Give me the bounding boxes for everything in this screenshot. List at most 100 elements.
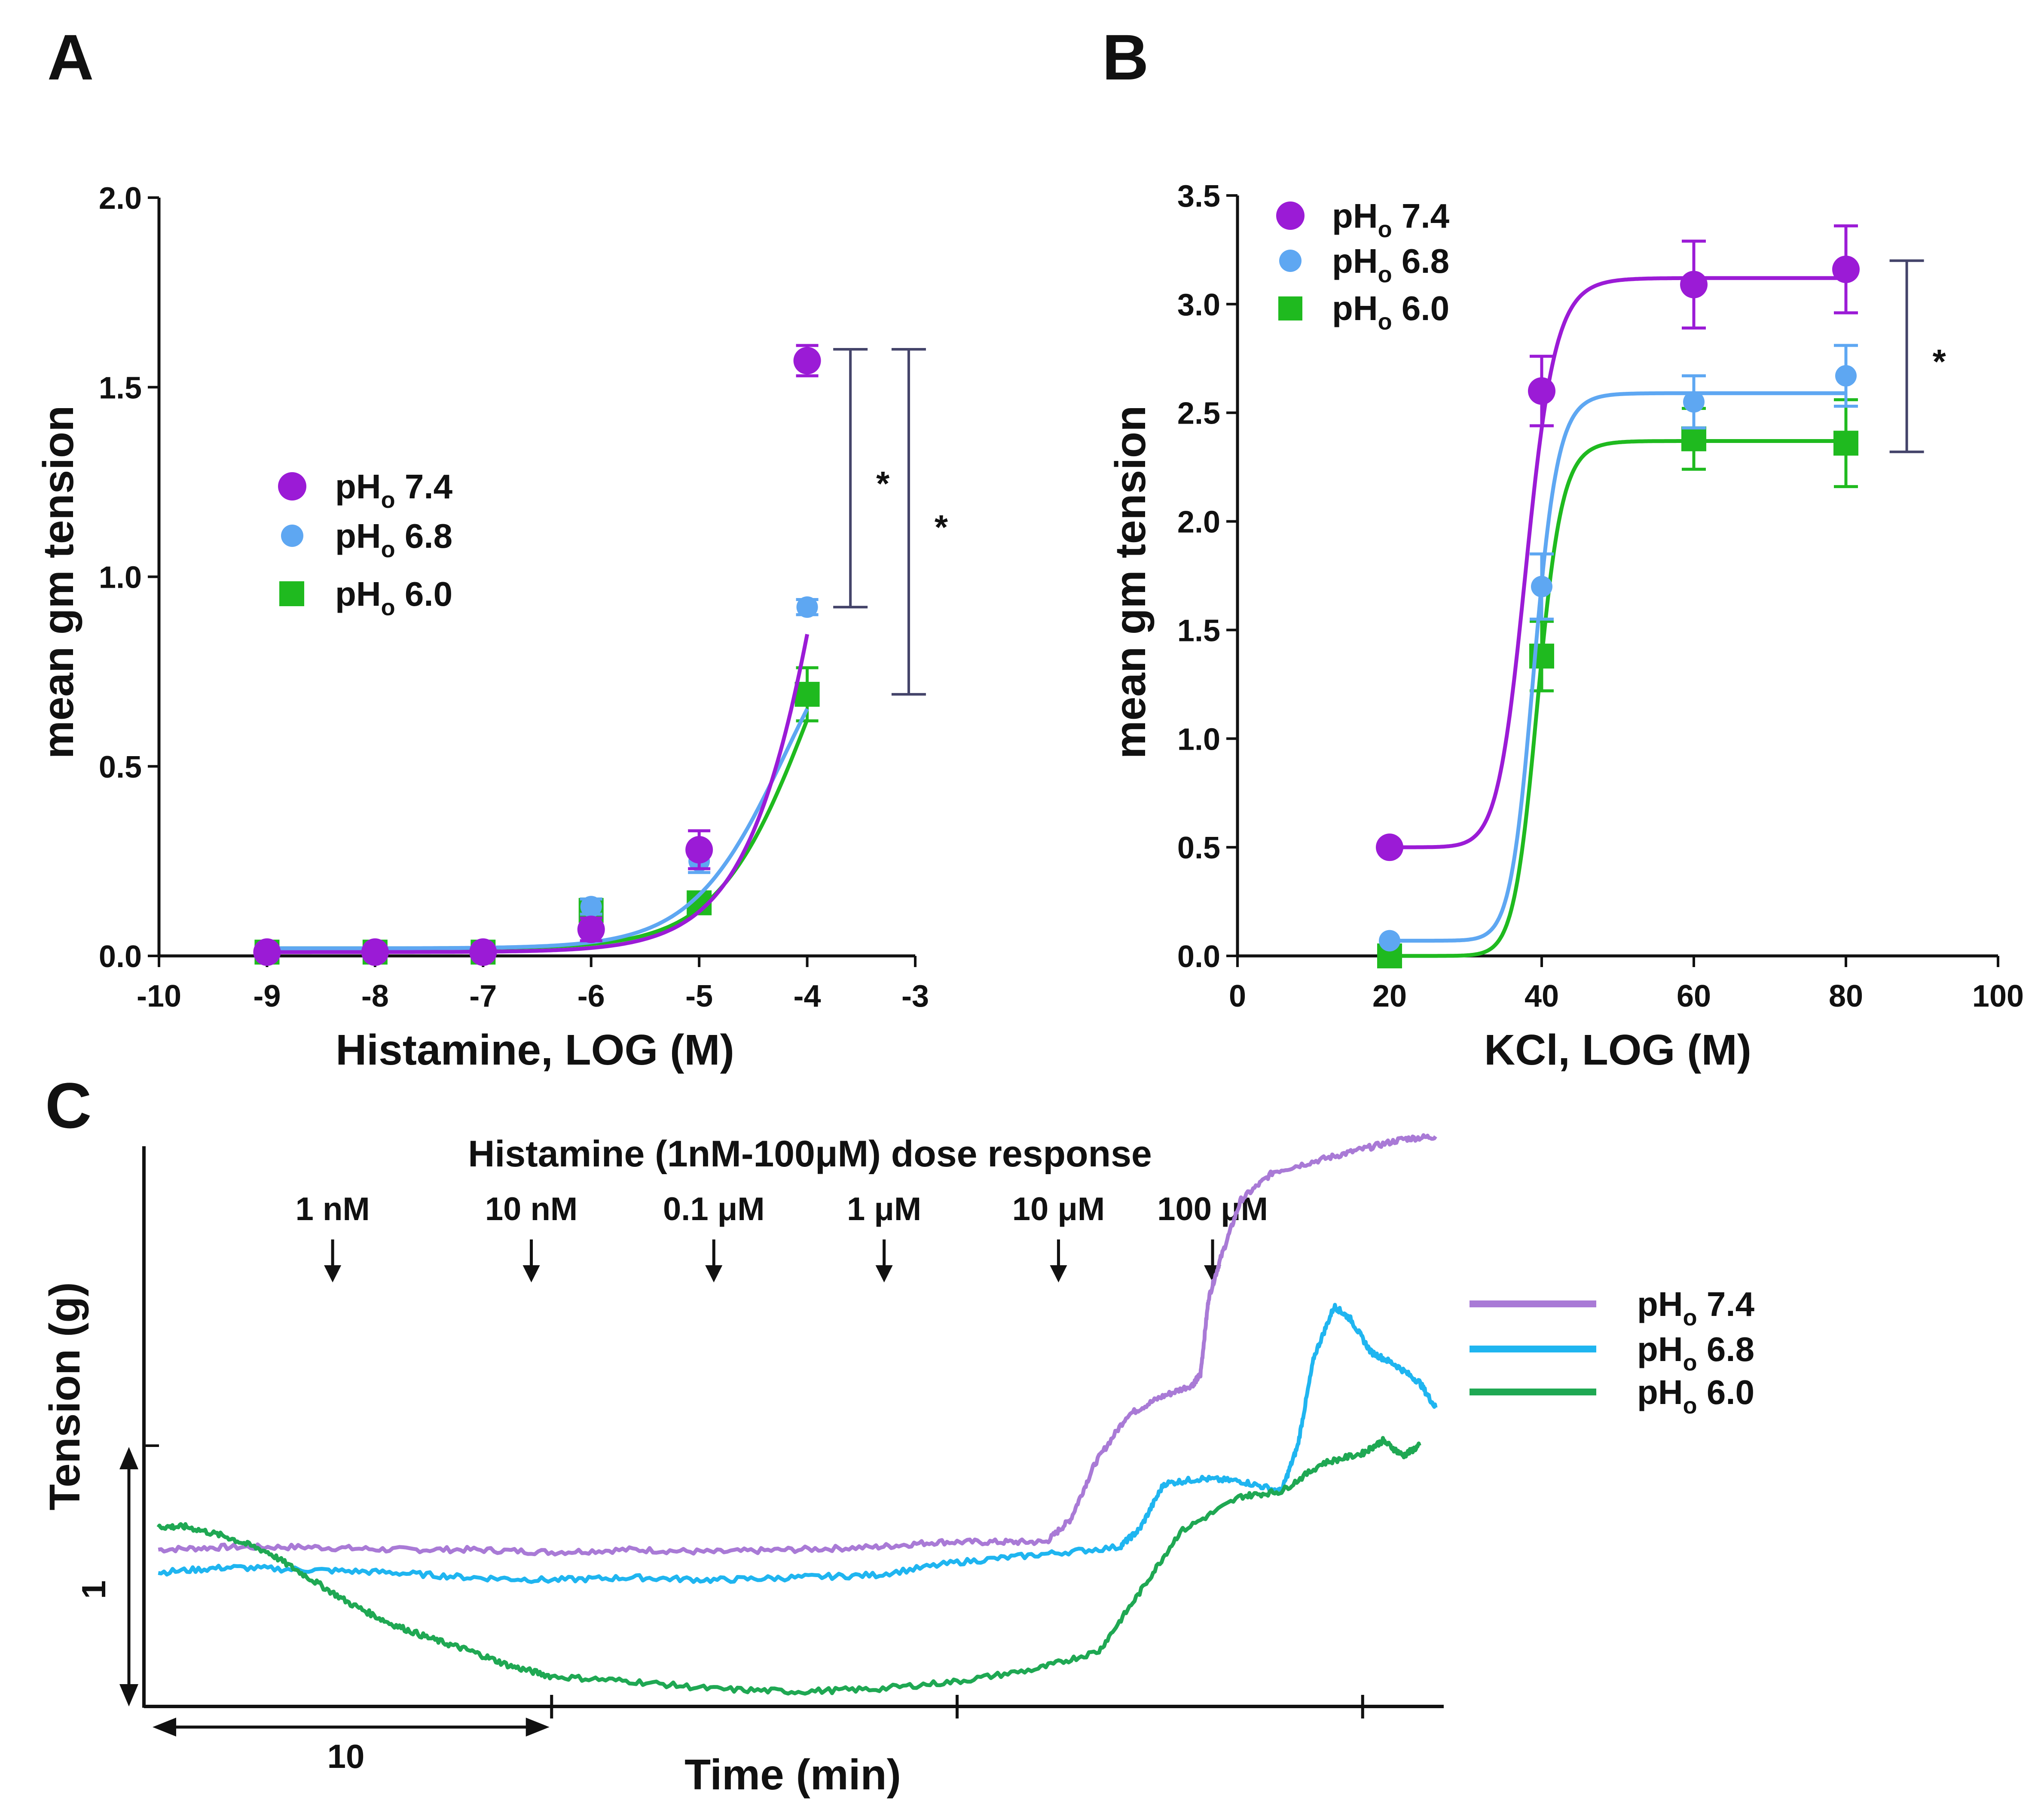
- chart-a-ylabel: mean gm tension: [34, 406, 82, 759]
- chart-a-y-tick-label: 0.5: [99, 750, 142, 784]
- dose-arrow-head: [875, 1265, 893, 1282]
- chart-a-fit-line: [267, 719, 809, 950]
- chart-c: Histamine (1nM-100μM) dose response Time…: [41, 1133, 1755, 1799]
- chart-b-point: [1528, 377, 1555, 405]
- chart-a-legend-marker: [279, 581, 304, 606]
- chart-a-point: [253, 938, 281, 966]
- chart-b-point: [1833, 430, 1858, 456]
- chart-b-legend-label: pHo 6.0: [1332, 289, 1449, 335]
- chart-b-x-tick-label: 100: [1972, 979, 2024, 1013]
- chart-a-fit-line: [267, 708, 809, 950]
- chart-b-xlabel: KCl, LOG (M): [1484, 1026, 1751, 1074]
- chart-b-point: [1832, 255, 1860, 283]
- chart-b-x-tick-label: 20: [1372, 979, 1407, 1013]
- scale-bar-x-label: 10: [327, 1737, 365, 1775]
- chart-a: Histamine, LOG (M) mean gm tension -10 -9…: [34, 181, 948, 1074]
- panel-c-label: C: [45, 1069, 92, 1142]
- chart-b-fit-line: [1390, 439, 1846, 958]
- chart-a-x-tick-label: -8: [361, 979, 389, 1013]
- dose-label: 1 μM: [847, 1191, 921, 1227]
- chart-b-point: [1680, 271, 1708, 299]
- chart-a-point: [361, 938, 389, 966]
- chart-a-fit-line: [267, 634, 810, 954]
- chart-c-trace-line: [156, 1436, 1421, 1696]
- chart-a-point: [796, 596, 818, 618]
- dose-arrow-head: [324, 1265, 342, 1282]
- chart-b-legend-marker: [1278, 296, 1302, 320]
- chart-a-x-tick-label: -9: [253, 979, 281, 1013]
- chart-c-legend-label: pHo 7.4: [1637, 1285, 1755, 1331]
- chart-b-y-tick-label: 0.0: [1177, 940, 1220, 974]
- chart-a-legend-marker: [278, 472, 306, 501]
- chart-a-y-tick-label: 1.5: [99, 371, 142, 405]
- chart-a-x-tick-label: -3: [901, 979, 929, 1013]
- chart-c-trace-line: [158, 1133, 1437, 1557]
- chart-c-xlabel: Time (min): [684, 1751, 901, 1799]
- chart-b-legend-marker: [1279, 250, 1302, 272]
- scale-bar-x-arrow-left: [153, 1718, 176, 1737]
- chart-b-point: [1531, 576, 1552, 598]
- panel-b-label: B: [1102, 21, 1149, 93]
- chart-a-x-tick-label: -10: [137, 979, 181, 1013]
- chart-a-legend-label: pHo 6.0: [335, 575, 452, 620]
- chart-b-point: [1835, 365, 1857, 387]
- chart-c-trace-line: [158, 1303, 1438, 1584]
- chart-a-x-tick-label: -7: [469, 979, 497, 1013]
- chart-b-y-tick-label: 3.0: [1177, 288, 1220, 322]
- chart-c-ylabel: Tension (g): [41, 1282, 89, 1510]
- chart-b-legend-label: pHo 6.8: [1332, 242, 1449, 287]
- chart-a-y-tick-label: 0.0: [99, 940, 142, 974]
- chart-b-y-tick-label: 3.5: [1177, 179, 1220, 214]
- chart-b-fit-line: [1390, 391, 1846, 943]
- chart-a-point: [793, 347, 821, 375]
- chart-a-significance-star: *: [876, 464, 890, 503]
- dose-arrow-head: [522, 1265, 540, 1282]
- chart-b-legend-label: pHo 7.4: [1332, 197, 1450, 242]
- chart-a-legend-label: pHo 7.4: [335, 467, 453, 513]
- chart-b-point: [1379, 930, 1400, 952]
- chart-b-point: [1681, 426, 1706, 452]
- chart-b-point: [1376, 833, 1403, 861]
- chart-b: KCl, LOG (M) mean gm tension 0 20 40 60 80 10…: [1106, 179, 2024, 1074]
- chart-b-y-tick-label: 0.5: [1177, 831, 1220, 865]
- panel-a-label: A: [47, 21, 94, 93]
- chart-a-point: [469, 938, 497, 966]
- scale-bar-x-arrow-right: [526, 1718, 550, 1737]
- chart-b-significance-star: *: [1933, 342, 1946, 381]
- chart-a-point: [580, 896, 602, 918]
- chart-a-y-tick-label: 1.0: [99, 561, 142, 595]
- chart-b-x-tick-label: 80: [1829, 979, 1863, 1013]
- dose-label: 1 nM: [296, 1191, 370, 1227]
- chart-b-fit-line: [1390, 276, 1846, 849]
- chart-a-x-tick-label: -5: [685, 979, 713, 1013]
- chart-a-point: [685, 836, 713, 864]
- scale-bar-y-arrow-down: [119, 1684, 138, 1706]
- scale-bar-y-label: 1: [75, 1580, 113, 1599]
- dose-label: 100 μM: [1157, 1191, 1268, 1227]
- dose-arrow-head: [705, 1265, 723, 1282]
- chart-b-ylabel: mean gm tension: [1106, 406, 1155, 759]
- chart-b-y-tick-label: 1.0: [1177, 722, 1220, 757]
- chart-c-legend-label: pHo 6.8: [1637, 1330, 1754, 1376]
- chart-b-x-tick-label: 0: [1229, 979, 1246, 1013]
- chart-a-significance-star: *: [935, 508, 948, 546]
- chart-a-x-tick-label: -4: [794, 979, 821, 1013]
- chart-b-y-tick-label: 2.0: [1177, 505, 1220, 540]
- chart-b-y-tick-label: 1.5: [1177, 613, 1220, 648]
- chart-a-x-tick-label: -6: [577, 979, 605, 1013]
- chart-a-legend-label: pHo 6.8: [335, 517, 452, 562]
- chart-b-point: [1683, 391, 1705, 413]
- chart-c-title: Histamine (1nM-100μM) dose response: [468, 1133, 1152, 1175]
- chart-a-point: [794, 682, 820, 707]
- chart-b-x-tick-label: 60: [1677, 979, 1711, 1013]
- dose-label: 10 nM: [485, 1191, 577, 1227]
- dose-label: 0.1 μM: [663, 1191, 765, 1227]
- chart-c-legend-label: pHo 6.0: [1637, 1373, 1754, 1419]
- chart-a-y-tick-label: 2.0: [99, 181, 142, 216]
- dose-label: 10 μM: [1012, 1191, 1105, 1227]
- scale-bar-y-arrow-up: [119, 1447, 138, 1469]
- dose-arrow-head: [1050, 1265, 1067, 1282]
- chart-a-xlabel: Histamine, LOG (M): [336, 1026, 734, 1074]
- chart-b-legend-marker: [1276, 201, 1305, 230]
